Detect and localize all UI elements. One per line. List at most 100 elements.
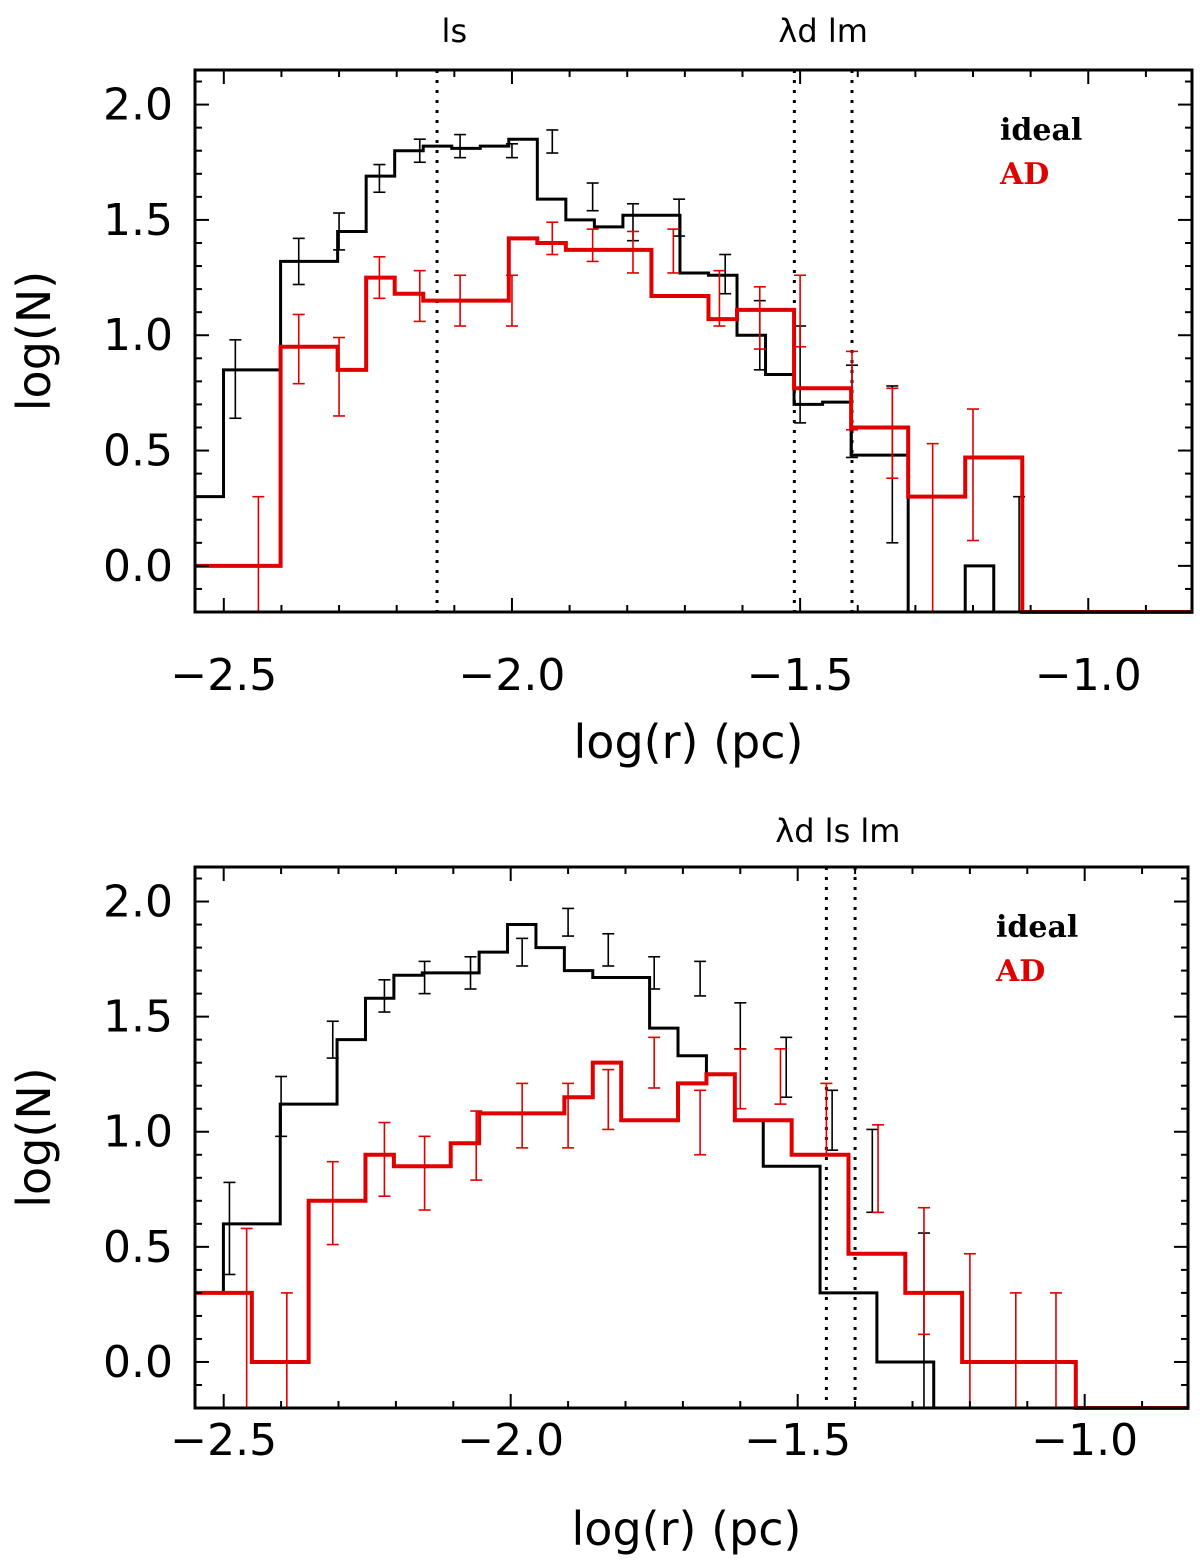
bottom-ideal-errorbar-8: [602, 932, 615, 967]
bottom-AD-errorbar-13: [820, 1082, 833, 1156]
top-AD-errorbar-7: [546, 221, 559, 256]
top-AD-errorbar-10: [667, 228, 680, 274]
bottom-AD-errorbar-3: [378, 1121, 391, 1198]
bottom-panel: λd ls lm −2.5 −2.0 −1.5 −1.0 0.0 0.5 1.0 1.5 2.0 l…: [7, 812, 1190, 1556]
bottom-ideal-errorbar-10: [694, 960, 707, 997]
bottom-y-tick-label-3: 1.5: [103, 992, 173, 1043]
top-ideal-errorbar-5: [454, 133, 467, 159]
bottom-ideal-errorbar-11: [734, 1002, 747, 1050]
bottom-y-tick-label-1: 0.5: [103, 1222, 173, 1273]
top-AD-errorbar-2: [333, 336, 346, 417]
bottom-plot-frame: [193, 865, 1190, 1410]
bottom-AD-errorbar-6: [516, 1082, 529, 1149]
bottom-ideal-errorbar-9: [648, 955, 661, 990]
top-x-axis-title: log(r) (pc): [574, 715, 804, 769]
top-y-tick-label-4: 2.0: [103, 80, 173, 131]
bottom-AD-errorbar-1: [280, 1292, 293, 1409]
bottom-y-tick-label-4: 2.0: [103, 877, 173, 928]
bottom-ideal-errorbar-4: [418, 960, 431, 995]
top-y-tick-label-0: 0.0: [103, 541, 173, 592]
top-AD-histogram: [195, 236, 1194, 614]
bottom-x-tick-label-0: −2.5: [170, 1415, 277, 1466]
top-x-tick-label-0: −2.5: [170, 650, 277, 701]
top-ideal-errorbar-3: [373, 163, 386, 194]
bottom-ideal-errorbar-1: [275, 1075, 288, 1138]
bottom-x-tick-label-2: −1.5: [744, 1415, 851, 1466]
top-AD-errorbar-1: [292, 313, 305, 385]
bottom-ideal-errorbar-7: [562, 907, 575, 937]
top-x-tick-label-2: −1.5: [747, 650, 854, 701]
top-AD-errorbar-16: [926, 442, 939, 613]
bottom-AD-errorbar-5: [470, 1110, 483, 1181]
top-ideal-errorbar-6: [505, 143, 518, 159]
top-ideal-errorbar-10: [673, 198, 686, 237]
bottom-AD-errorbar-14: [872, 1124, 885, 1214]
top-marker-label-1: λd lm: [778, 12, 867, 50]
top-ideal-errorbar-8: [586, 182, 599, 212]
top-AD-errorbar-11: [713, 269, 726, 327]
top-ideal-errorbar-0: [229, 339, 242, 420]
top-AD-errorbar-9: [626, 230, 639, 274]
bottom-AD-errorbar-4: [418, 1135, 431, 1211]
top-AD-errorbar-13: [794, 274, 807, 348]
bottom-legend-AD: AD: [995, 954, 1045, 989]
top-AD-errorbar-5: [454, 274, 467, 327]
top-AD-errorbar-17: [967, 408, 980, 542]
bottom-AD-errorbar-2: [326, 1160, 339, 1246]
bottom-y-tick-label-2: 1.0: [103, 1107, 173, 1158]
top-y-tick-label-2: 1.0: [103, 310, 173, 361]
bottom-ideal-errorbar-12: [780, 1036, 793, 1099]
top-legend-ideal: ideal: [1000, 113, 1082, 148]
top-y-tick-label-1: 0.5: [103, 426, 173, 477]
top-AD-errorbar-6: [505, 274, 518, 327]
bottom-AD-errorbar-11: [734, 1048, 747, 1110]
top-AD-errorbar-14: [845, 350, 858, 431]
bottom-AD-errorbar-16: [963, 1252, 976, 1409]
bottom-AD-errorbar-7: [562, 1082, 575, 1149]
bottom-marker-label-0: λd ls lm: [775, 812, 900, 850]
top-plot-frame: [193, 68, 1194, 614]
bottom-AD-histogram: [195, 1060, 1190, 1410]
bottom-AD-errorbar-8: [602, 1068, 615, 1131]
top-AD-errorbar-3: [373, 256, 386, 300]
bottom-legend-ideal: ideal: [996, 910, 1078, 945]
bottom-ideal-histogram: [195, 923, 1190, 1410]
top-panel: ls λd lm −2.5 −2.0 −1.5 −1.0 0.0 0.5 1.0 1.5 2.0 lo…: [7, 12, 1194, 769]
bottom-y-tick-label-0: 0.0: [103, 1337, 173, 1388]
top-x-tick-label-3: −1.0: [1035, 650, 1142, 701]
top-legend-AD: AD: [999, 157, 1049, 192]
bottom-ideal-errorbar-13: [826, 1089, 839, 1151]
bottom-AD-errorbar-10: [694, 1089, 707, 1156]
top-AD-errorbar-4: [413, 269, 426, 323]
top-AD-errorbar-0: [252, 495, 265, 613]
top-AD-errorbar-8: [586, 228, 599, 263]
bottom-ideal-errorbar-2: [326, 1020, 339, 1059]
bottom-AD-errorbar-18: [1049, 1292, 1062, 1409]
bottom-ideal-errorbar-3: [378, 979, 391, 1013]
bottom-x-tick-label-1: −2.0: [457, 1415, 564, 1466]
bottom-x-axis-title: log(r) (pc): [572, 1502, 802, 1556]
top-ideal-errorbar-7: [546, 129, 559, 154]
bottom-ideal-errorbar-14: [866, 1128, 879, 1214]
top-ideal-errorbar-1: [292, 237, 305, 286]
bottom-ideal-errorbar-6: [516, 937, 529, 967]
bottom-AD-errorbar-9: [648, 1036, 661, 1089]
bottom-ideal-errorbar-0: [223, 1181, 236, 1276]
bottom-AD-errorbar-17: [1009, 1292, 1022, 1409]
bottom-y-axis-title: log(N): [7, 1067, 61, 1207]
bottom-x-tick-label-3: −1.0: [1031, 1415, 1138, 1466]
top-ideal-errorbar-2: [333, 212, 346, 251]
top-y-tick-label-3: 1.5: [103, 195, 173, 246]
top-x-tick-label-1: −2.0: [459, 650, 566, 701]
top-y-axis-title: log(N): [7, 271, 61, 411]
top-marker-label-0: ls: [442, 12, 468, 50]
bottom-AD-errorbar-12: [774, 1048, 787, 1105]
top-ideal-errorbar-4: [413, 138, 426, 164]
bottom-ideal-errorbar-5: [464, 955, 477, 990]
top-AD-errorbar-15: [886, 387, 899, 480]
top-AD-errorbar-12: [753, 285, 766, 350]
bottom-AD-errorbar-15: [917, 1206, 930, 1336]
top-ideal-errorbar-11: [719, 253, 732, 295]
top-ideal-histogram: [195, 137, 1194, 614]
